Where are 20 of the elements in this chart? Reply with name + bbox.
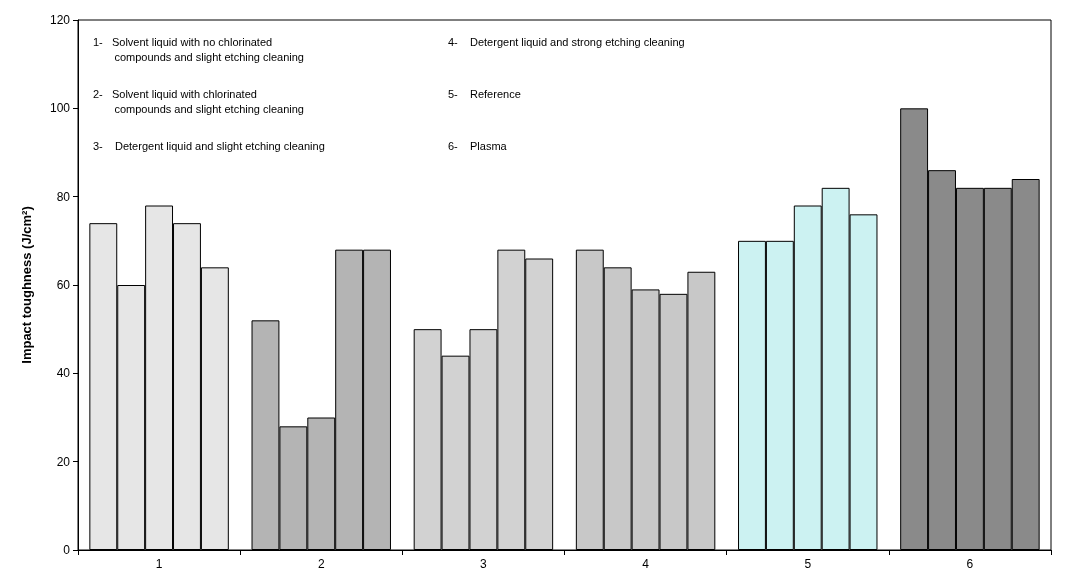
y-tick-label: 100 <box>49 101 71 116</box>
annotation: 4- Detergent liquid and strong etching cleaning <box>448 35 685 48</box>
x-tick-label: 2 <box>317 557 325 571</box>
annotation: 6- Plasma <box>448 139 508 152</box>
y-axis-title: Impact toughness (J/cm²) <box>19 206 34 364</box>
x-tick-label: 3 <box>480 557 488 571</box>
x-tick-label: 5 <box>804 557 812 571</box>
annotation: 2- Solvent liquid with chlorinated compounds and slight etching cleaning <box>93 87 304 115</box>
y-tick-label: 80 <box>56 189 71 204</box>
y-tick-label: 40 <box>56 366 71 381</box>
y-tick-label: 20 <box>56 454 71 469</box>
y-tick-label: 120 <box>49 13 71 27</box>
x-tick-label: 1 <box>155 557 163 571</box>
annotation: 5- Reference <box>448 87 521 100</box>
annotation: 3- Detergent liquid and slight etching cleaning <box>93 139 325 152</box>
y-tick-label: 60 <box>56 278 71 292</box>
y-tick-label: 0 <box>63 543 71 557</box>
x-tick-label: 6 <box>966 557 974 571</box>
annotation: 1- Solvent liquid with no chlorinated compounds and slight etching cleaning <box>93 35 304 63</box>
x-tick-label: 4 <box>642 557 650 571</box>
